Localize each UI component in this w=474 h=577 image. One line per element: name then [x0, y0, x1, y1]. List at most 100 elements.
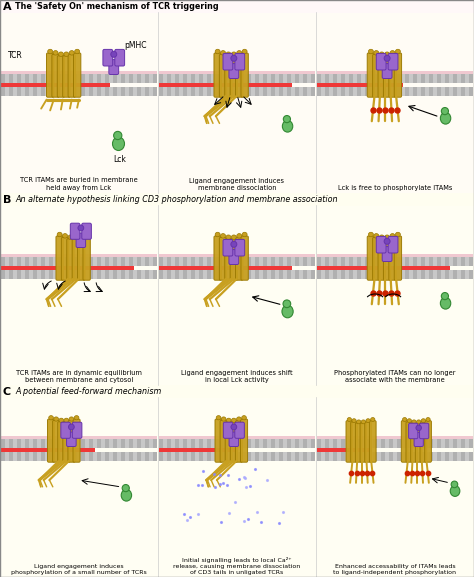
Bar: [243, 452, 247, 461]
Bar: [179, 257, 183, 266]
Bar: [215, 452, 219, 461]
Bar: [199, 452, 203, 461]
Bar: [247, 74, 251, 83]
FancyBboxPatch shape: [215, 419, 222, 462]
Ellipse shape: [231, 424, 237, 430]
Bar: [325, 439, 329, 448]
Bar: [25, 87, 29, 96]
Bar: [329, 439, 333, 448]
Bar: [337, 452, 341, 461]
Bar: [145, 87, 149, 96]
Bar: [191, 87, 195, 96]
Bar: [469, 452, 473, 461]
Bar: [105, 257, 109, 266]
Bar: [45, 452, 49, 461]
Bar: [345, 270, 349, 279]
Bar: [0, 0, 474, 193]
Bar: [413, 439, 417, 448]
FancyBboxPatch shape: [236, 54, 243, 97]
Bar: [321, 257, 325, 266]
Bar: [85, 452, 89, 461]
Bar: [303, 74, 307, 83]
Bar: [461, 87, 465, 96]
Bar: [329, 452, 333, 461]
Ellipse shape: [68, 235, 73, 239]
Bar: [461, 452, 465, 461]
Bar: [316, 13, 474, 193]
Bar: [121, 270, 125, 279]
Bar: [341, 74, 345, 83]
Bar: [457, 74, 461, 83]
Bar: [145, 270, 149, 279]
FancyBboxPatch shape: [419, 423, 429, 439]
Bar: [373, 270, 377, 279]
Bar: [69, 87, 73, 96]
Bar: [137, 270, 141, 279]
Bar: [441, 452, 445, 461]
Bar: [437, 270, 441, 279]
FancyBboxPatch shape: [83, 236, 91, 280]
Bar: [21, 87, 25, 96]
Ellipse shape: [407, 419, 411, 422]
Bar: [333, 87, 337, 96]
Ellipse shape: [226, 52, 231, 57]
Bar: [203, 439, 207, 448]
Bar: [397, 87, 401, 96]
Bar: [215, 257, 219, 266]
Bar: [453, 257, 457, 266]
Bar: [33, 452, 37, 461]
FancyBboxPatch shape: [367, 53, 374, 97]
FancyBboxPatch shape: [225, 56, 232, 97]
Bar: [5, 270, 9, 279]
Bar: [373, 87, 377, 96]
Bar: [311, 74, 315, 83]
Ellipse shape: [58, 52, 64, 57]
Bar: [381, 257, 385, 266]
Ellipse shape: [220, 234, 226, 238]
Bar: [317, 439, 321, 448]
Bar: [97, 270, 101, 279]
Bar: [243, 87, 247, 96]
Bar: [397, 439, 401, 448]
Bar: [311, 439, 315, 448]
Bar: [317, 452, 321, 461]
Bar: [121, 74, 125, 83]
Bar: [0, 193, 474, 385]
Bar: [263, 87, 267, 96]
Bar: [187, 74, 191, 83]
Bar: [317, 448, 372, 452]
FancyBboxPatch shape: [115, 50, 125, 66]
Bar: [163, 452, 167, 461]
Bar: [149, 74, 153, 83]
FancyBboxPatch shape: [61, 422, 71, 439]
Bar: [73, 439, 77, 448]
Bar: [65, 257, 69, 266]
Bar: [365, 452, 369, 461]
Bar: [215, 270, 219, 279]
Bar: [307, 270, 311, 279]
Bar: [125, 74, 129, 83]
Bar: [65, 270, 69, 279]
Bar: [299, 270, 303, 279]
Bar: [457, 439, 461, 448]
Bar: [199, 87, 203, 96]
Ellipse shape: [283, 115, 291, 123]
Bar: [125, 452, 129, 461]
Bar: [377, 87, 381, 96]
Bar: [109, 270, 113, 279]
Bar: [77, 257, 81, 266]
FancyBboxPatch shape: [66, 432, 76, 447]
Bar: [89, 270, 93, 279]
Bar: [287, 270, 291, 279]
Bar: [69, 452, 73, 461]
Bar: [179, 452, 183, 461]
Bar: [211, 439, 215, 448]
Bar: [417, 270, 421, 279]
Bar: [159, 71, 315, 74]
Ellipse shape: [231, 55, 237, 61]
Bar: [25, 452, 29, 461]
FancyBboxPatch shape: [225, 239, 232, 280]
Text: Phosphorylated ITAMs can no longer
associate with the membrane: Phosphorylated ITAMs can no longer assoc…: [334, 369, 456, 383]
Bar: [159, 266, 292, 270]
Bar: [393, 257, 397, 266]
